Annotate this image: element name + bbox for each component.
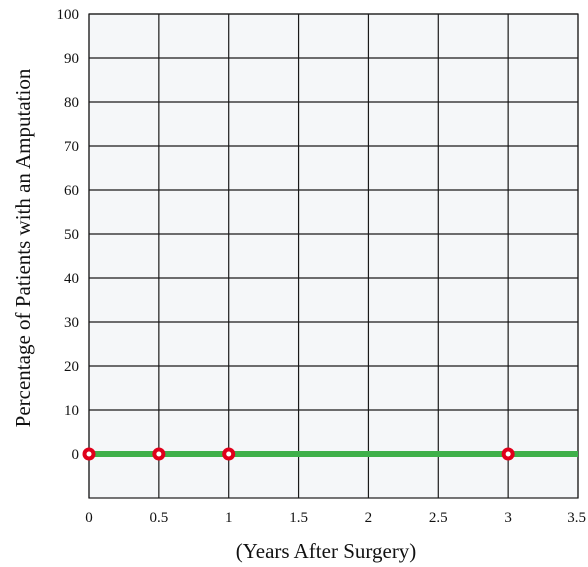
data-point-marker	[152, 447, 166, 461]
x-tick-label: 1	[225, 510, 233, 526]
y-tick-label: 30	[64, 315, 79, 331]
x-tick-label: 1.5	[289, 510, 308, 526]
y-tick-label: 10	[64, 403, 79, 419]
x-tick-label: 3.5	[567, 510, 586, 526]
data-point-marker	[501, 447, 515, 461]
y-tick-labels: 0 10 20 30 40 50 60 70 80 90 100	[57, 7, 80, 463]
data-point-marker	[82, 447, 96, 461]
y-tick-label: 100	[57, 7, 80, 23]
x-axis-label: (Years After Surgery)	[236, 539, 417, 563]
x-tick-label: 2	[365, 510, 373, 526]
y-tick-label: 60	[64, 183, 79, 199]
series-layer	[82, 447, 578, 461]
plot-background	[89, 14, 578, 498]
y-axis-label: Percentage of Patients with an Amputatio…	[11, 68, 35, 427]
y-tick-label: 20	[64, 359, 79, 375]
x-tick-label: 0	[85, 510, 93, 526]
x-tick-labels: 0 0.5 1 1.5 2 2.5 3 3.5	[85, 510, 586, 526]
y-tick-label: 90	[64, 51, 79, 67]
y-tick-label: 0	[72, 447, 80, 463]
y-tick-label: 80	[64, 95, 79, 111]
x-tick-label: 3	[504, 510, 512, 526]
x-tick-label: 2.5	[429, 510, 448, 526]
grid-lines	[88, 13, 579, 499]
y-tick-label: 50	[64, 227, 79, 243]
x-tick-label: 0.5	[149, 510, 168, 526]
y-tick-label: 70	[64, 139, 79, 155]
data-point-marker	[222, 447, 236, 461]
y-tick-label: 40	[64, 271, 79, 287]
plot-frame	[88, 13, 579, 499]
